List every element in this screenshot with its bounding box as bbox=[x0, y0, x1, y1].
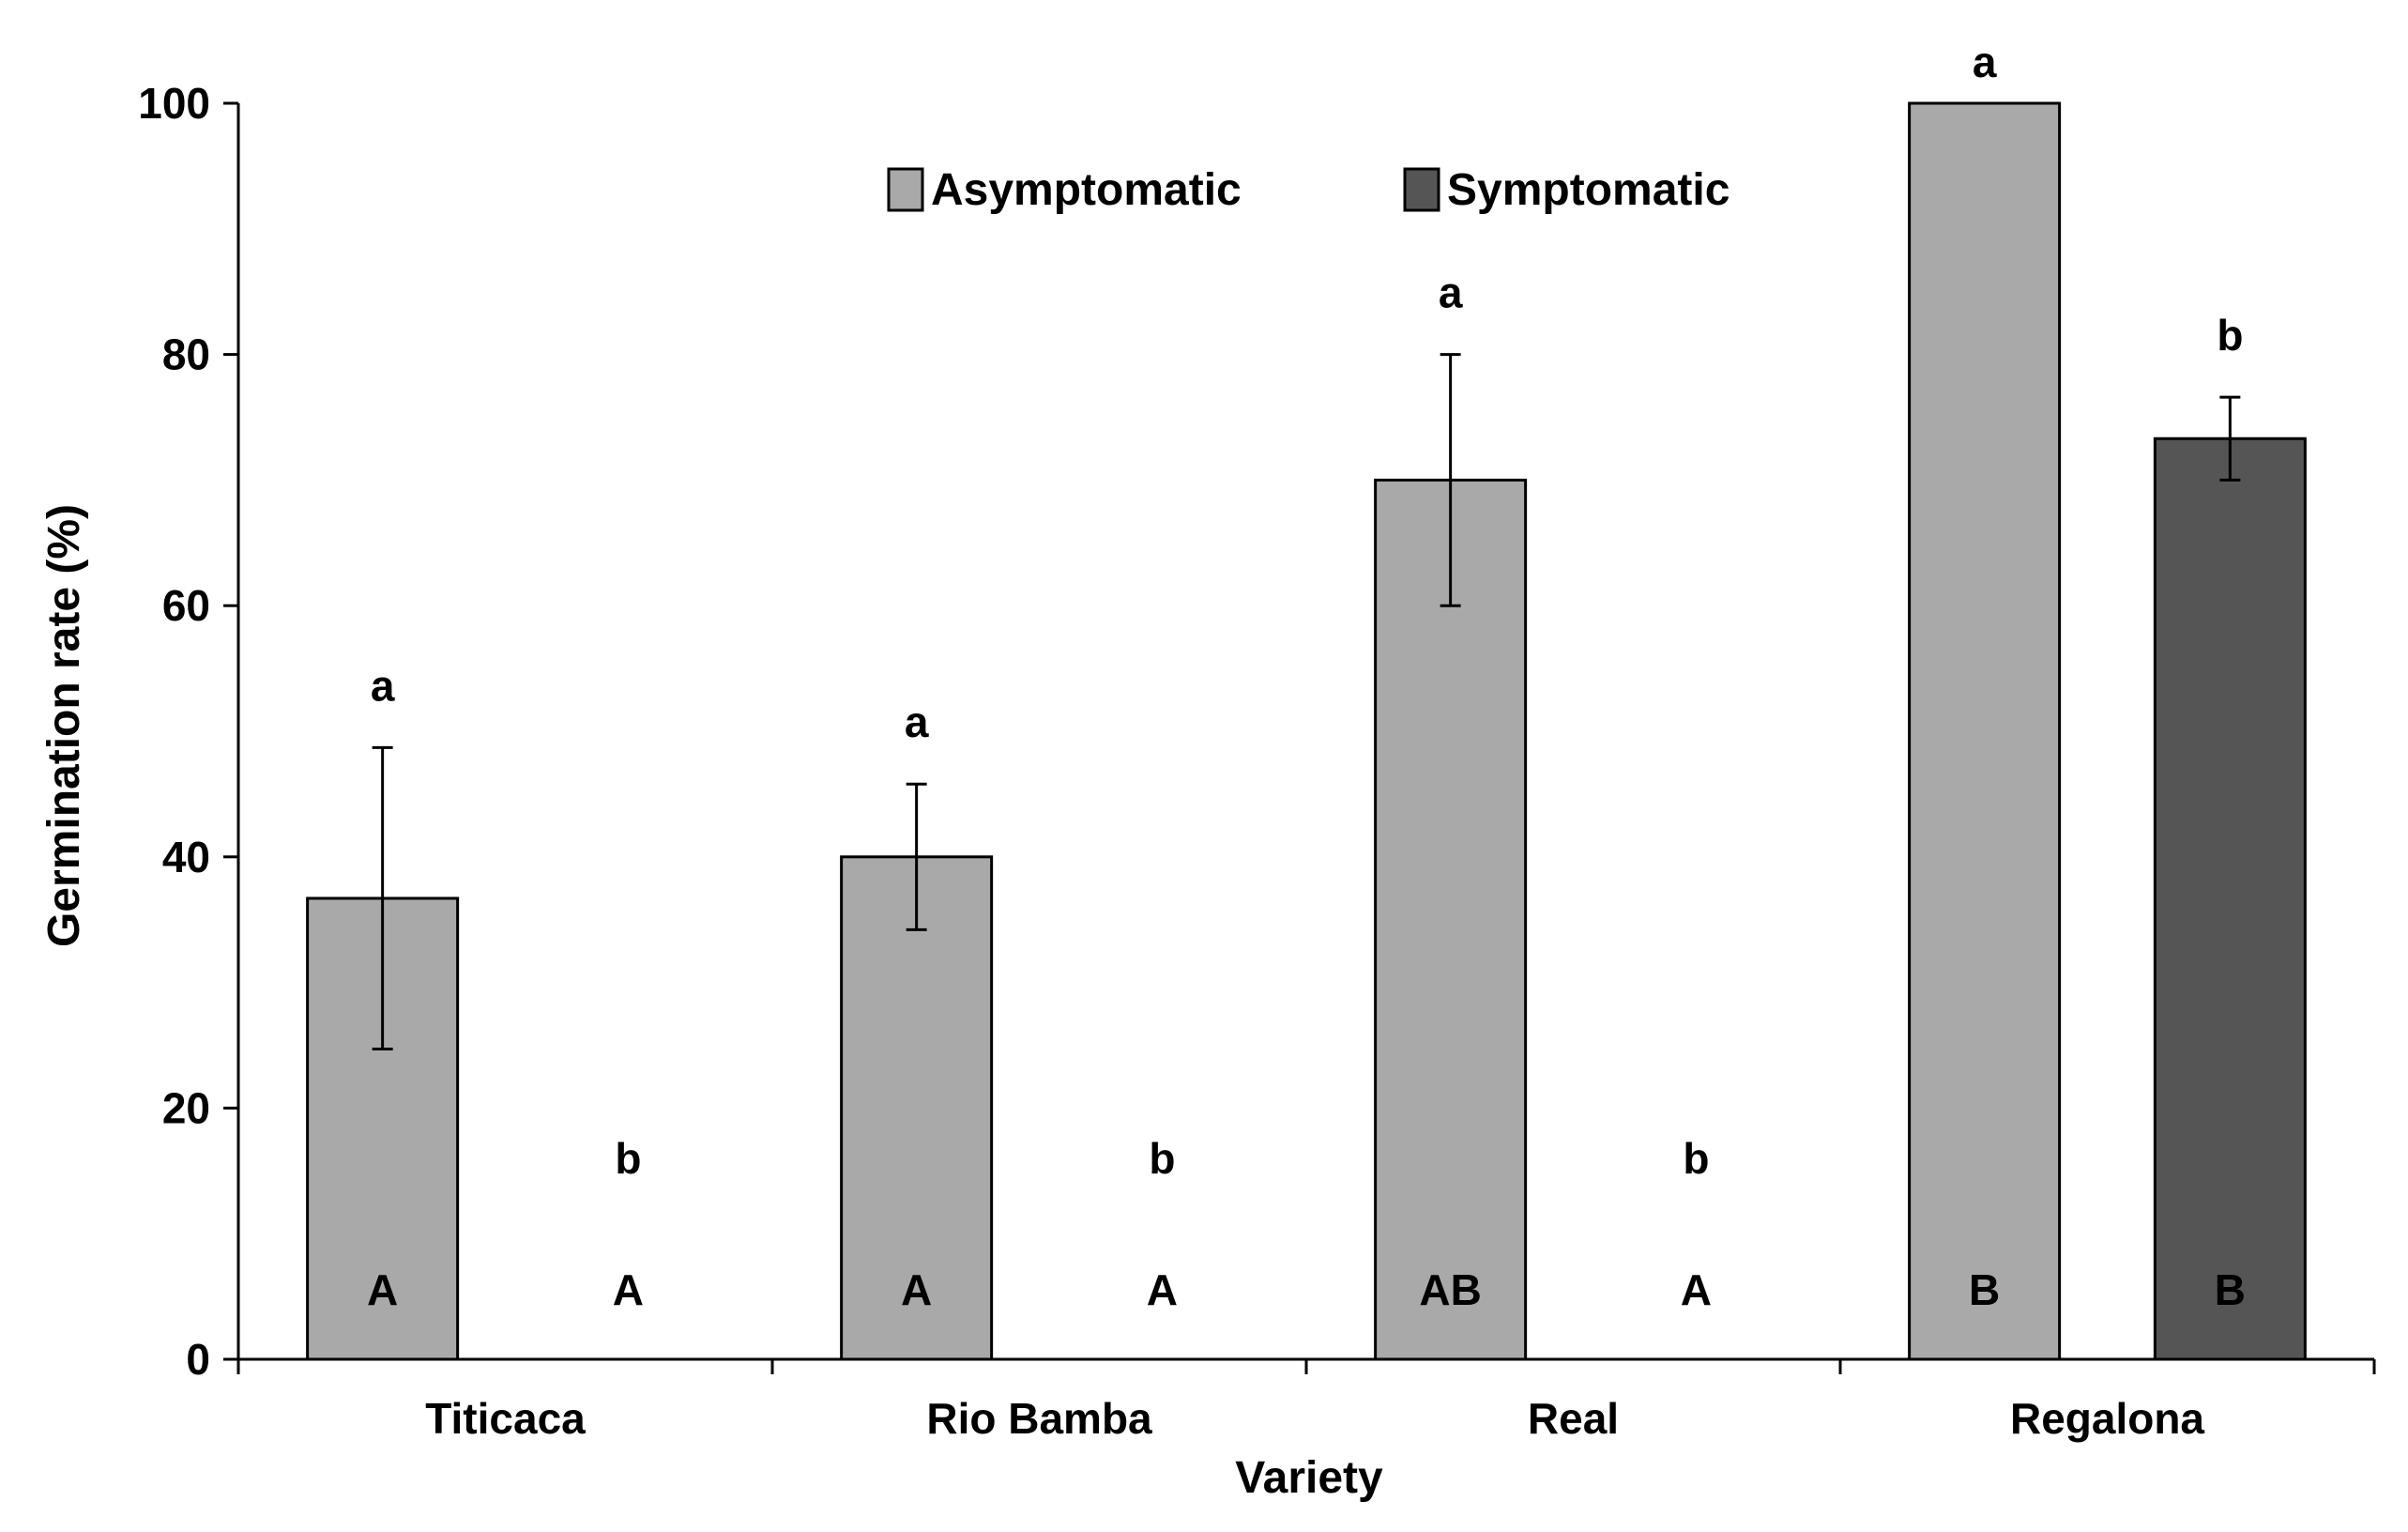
y-axis: 0 20 40 60 80 100 bbox=[138, 79, 240, 1384]
x-axis-title: Variety bbox=[1235, 1453, 1383, 1503]
significance-letter-top: b bbox=[1683, 1134, 1709, 1183]
significance-letter-top: a bbox=[905, 697, 929, 746]
y-tick-label: 100 bbox=[138, 79, 210, 128]
significance-letter-top: b bbox=[2217, 311, 2243, 360]
bar-asymptomatic-rio-bamba bbox=[840, 855, 994, 1361]
legend-swatch-symptomatic bbox=[1403, 167, 1440, 212]
significance-letters: a Aa Aa AB a Bb Ab Ab Ab B bbox=[367, 38, 2246, 1314]
error-bars bbox=[372, 353, 2241, 1051]
significance-letter-top: a bbox=[1973, 38, 1997, 86]
significance-letter-base: A bbox=[613, 1265, 644, 1314]
y-tick-label: 0 bbox=[186, 1335, 210, 1384]
y-tick-label: 80 bbox=[162, 330, 210, 379]
x-axis: Titicaca Rio Bamba Real Regalona bbox=[236, 1357, 2376, 1443]
bars bbox=[306, 101, 2307, 1361]
bar-asymptomatic-regalona bbox=[1908, 101, 2062, 1361]
significance-letter-base: A bbox=[1681, 1265, 1712, 1314]
x-tick-label: Real bbox=[1528, 1394, 1619, 1443]
significance-letter-top: b bbox=[615, 1134, 641, 1183]
significance-letter-base: A bbox=[367, 1265, 398, 1314]
bar-symptomatic-regalona bbox=[2153, 437, 2307, 1361]
legend-label-asymptomatic: Asymptomatic bbox=[931, 165, 1242, 215]
y-tick-label: 60 bbox=[162, 581, 210, 630]
x-tick-label: Regalona bbox=[2010, 1394, 2204, 1443]
bar-asymptomatic-real bbox=[1374, 478, 1528, 1361]
significance-letter-base: B bbox=[2215, 1265, 2246, 1314]
legend-swatch-asymptomatic bbox=[887, 167, 924, 212]
y-axis-title: Germination rate (%) bbox=[39, 504, 89, 947]
x-tick-label: Titicaca bbox=[425, 1394, 586, 1443]
significance-letter-base: A bbox=[901, 1265, 932, 1314]
significance-letter-top: a bbox=[1439, 268, 1463, 317]
legend: Asymptomatic Symptomatic bbox=[887, 165, 1730, 215]
y-tick-label: 20 bbox=[162, 1083, 210, 1132]
significance-letter-top: b bbox=[1149, 1134, 1175, 1183]
significance-letter-top: a bbox=[371, 661, 395, 710]
x-tick-label: Rio Bamba bbox=[926, 1394, 1152, 1443]
significance-letter-base: AB bbox=[1419, 1265, 1481, 1314]
significance-letter-base: A bbox=[1147, 1265, 1178, 1314]
y-tick-label: 40 bbox=[162, 833, 210, 881]
significance-letter-base: B bbox=[1969, 1265, 2000, 1314]
legend-label-symptomatic: Symptomatic bbox=[1447, 165, 1730, 215]
